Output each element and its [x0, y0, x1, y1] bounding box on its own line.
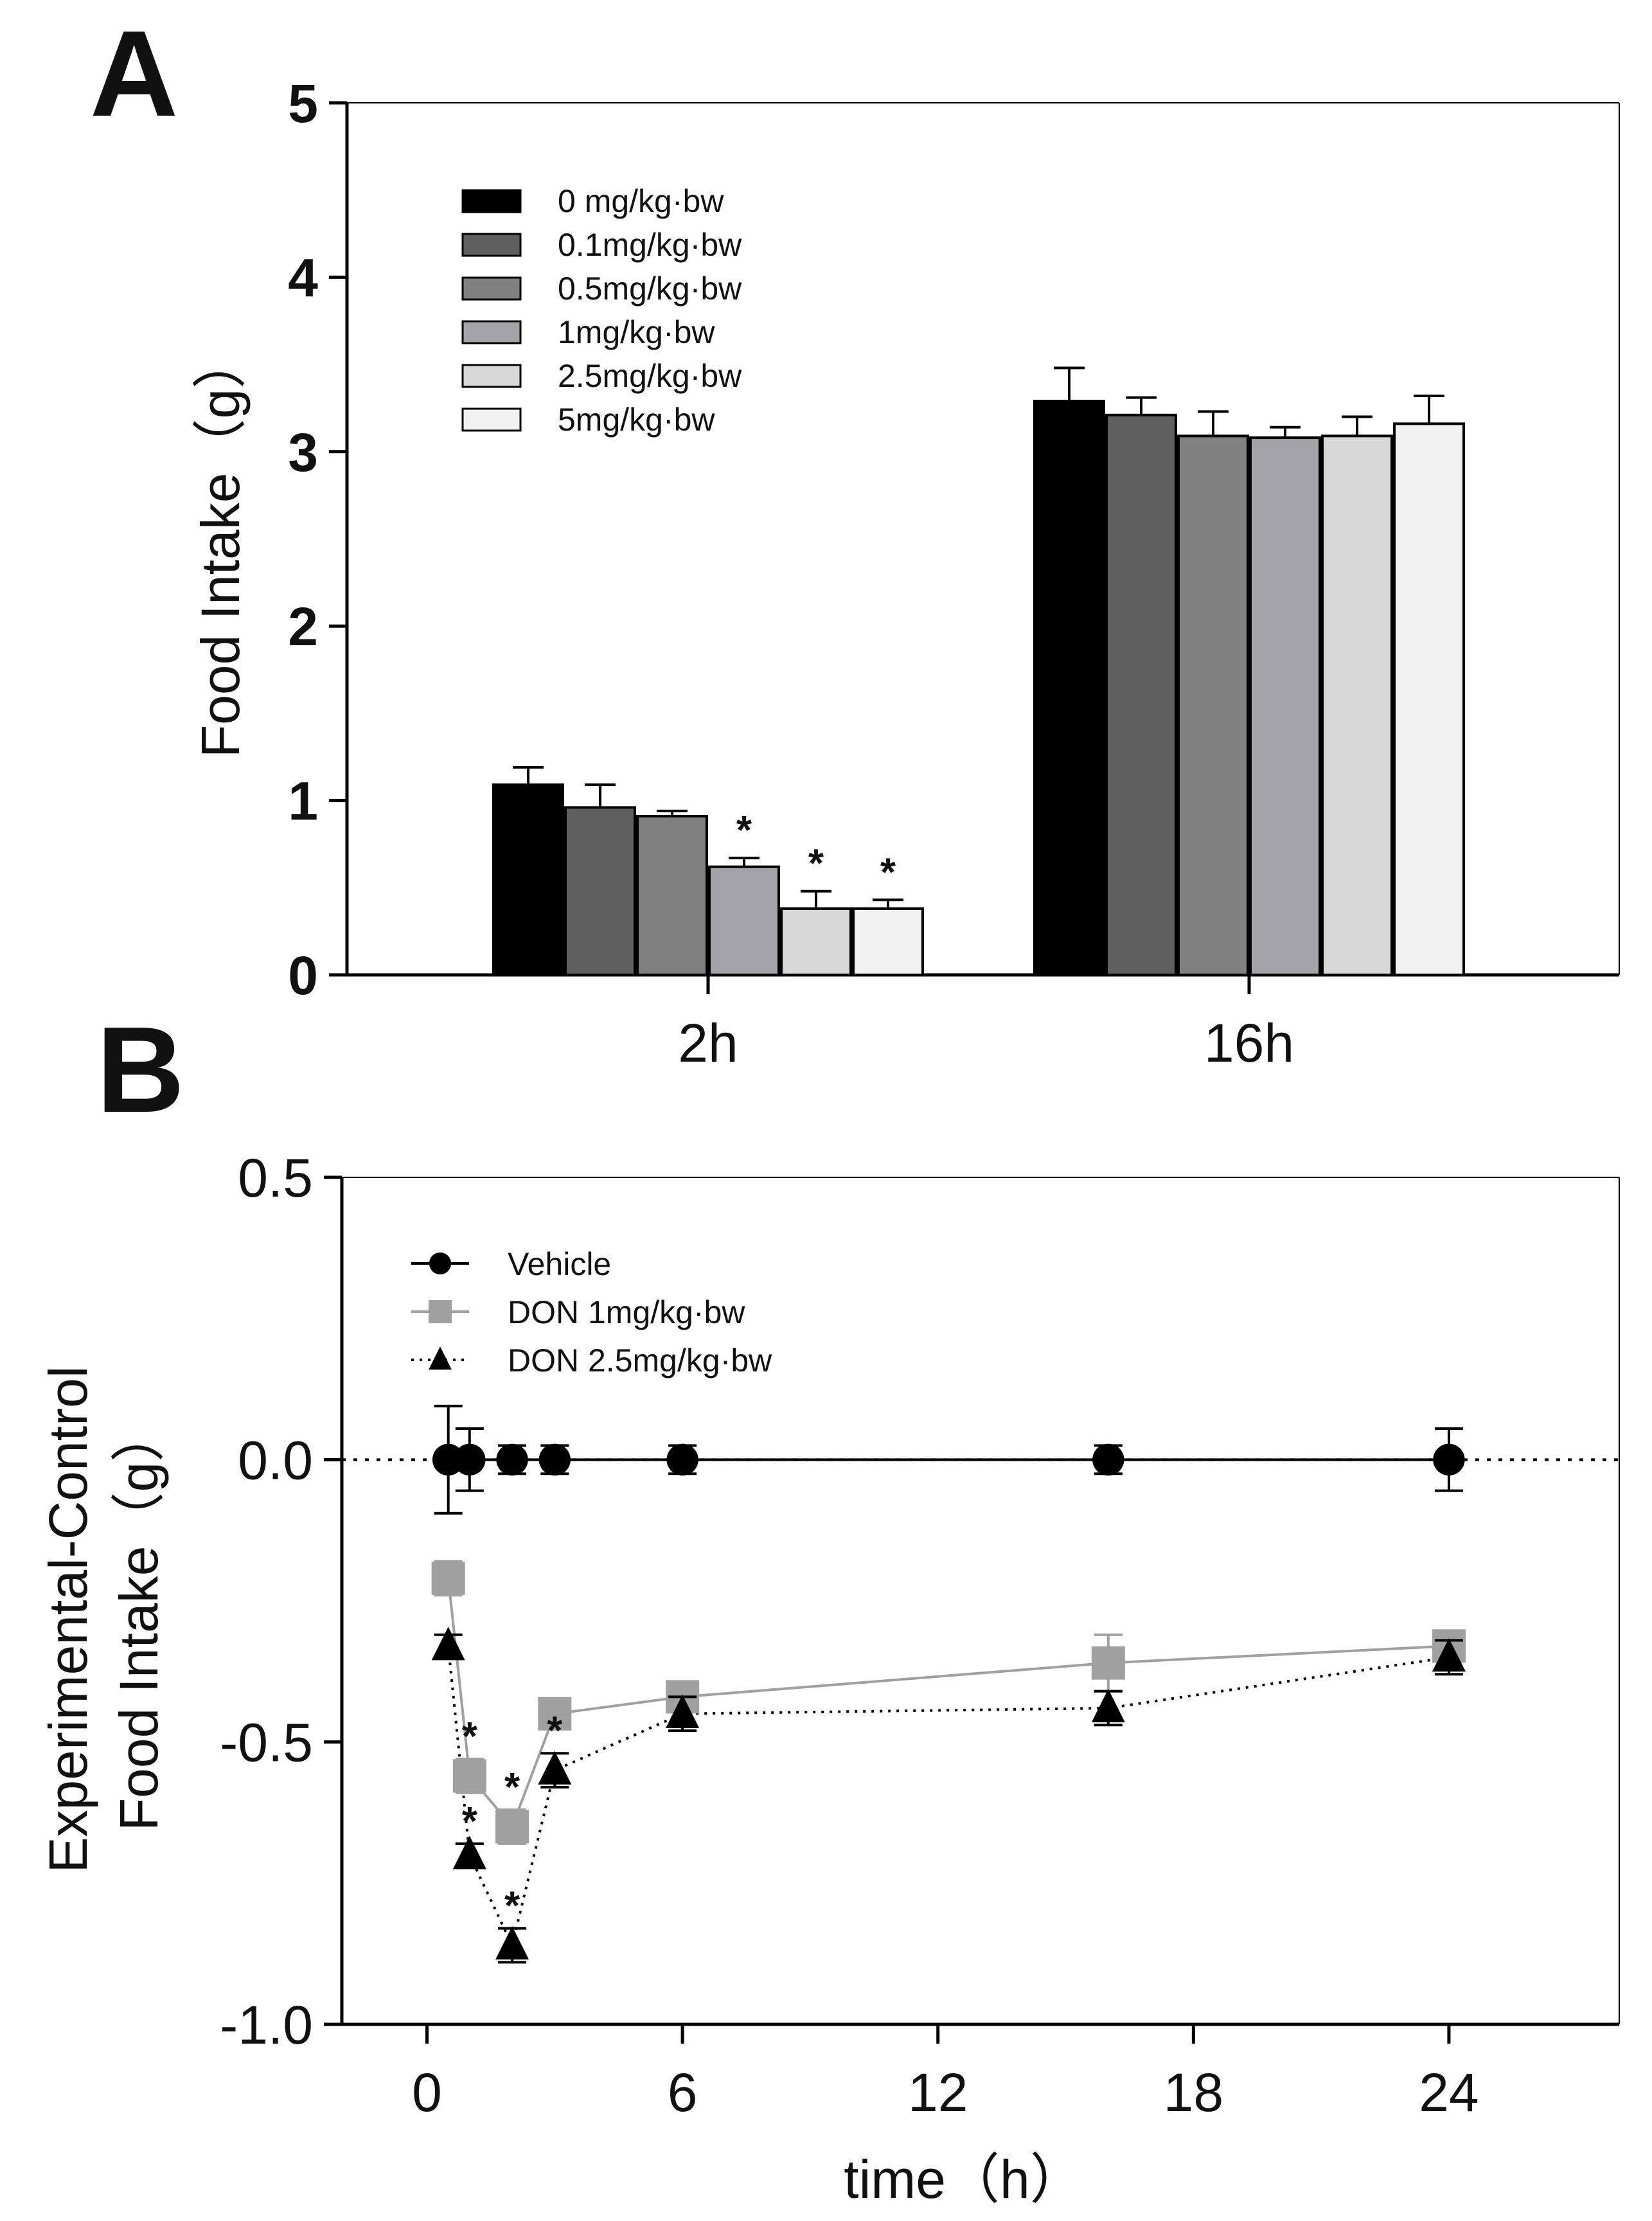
chart-a-legend-label: 5mg/kg·bw: [558, 402, 715, 438]
chart-a-bar: [1393, 422, 1465, 976]
chart-b-legend-marker: [429, 1300, 452, 1323]
chart-a-bar: [708, 865, 780, 977]
chart-b-significance-marker: *: [504, 1884, 520, 1929]
chart-a-y-tick-label: 3: [288, 422, 318, 483]
chart-b-data-point: [538, 1443, 571, 1476]
chart-b-food-intake-difference-lines: -1.0 -0.5 0.0 0.5 0 6 12 18 24 * * * * * Vehicle DON 1m…: [220, 1148, 1620, 2123]
chart-b-data-point: [496, 1443, 528, 1476]
chart-b-legend-label: Vehicle: [508, 1246, 611, 1282]
chart-a-bar: [492, 783, 564, 976]
chart-b-y-axis-title-line2: Food Intake（g）: [109, 1408, 169, 1831]
chart-b-data-point: [1433, 1443, 1465, 1476]
chart-b-x-tick-label: 12: [908, 2062, 968, 2123]
chart-a-legend-swatch: [461, 276, 522, 301]
chart-b-y-tick-label: -0.5: [220, 1713, 313, 1773]
chart-b-data-point: [666, 1694, 700, 1728]
chart-a-legend-swatch: [461, 407, 522, 432]
panel-b-label: B: [96, 1002, 184, 1138]
chart-a-significance-marker: *: [736, 808, 752, 853]
chart-b-data-point: [454, 1443, 486, 1476]
chart-a-legend-swatch: [461, 364, 522, 388]
chart-b-series-line: [447, 1646, 1450, 1949]
chart-a-bar: [780, 907, 852, 977]
chart-a-y-tick-label: 5: [288, 73, 318, 134]
chart-a-y-tick-label: 1: [288, 771, 318, 832]
chart-b-significance-marker: *: [462, 1799, 478, 1844]
chart-a-legend-swatch: [461, 189, 522, 213]
chart-b-data-point: [452, 1759, 486, 1793]
panel-a-label: A: [90, 6, 178, 142]
chart-b-data-point: [495, 1810, 529, 1844]
chart-b-significance-marker: *: [504, 1765, 520, 1810]
chart-a-x-tick-label: 2h: [678, 1013, 738, 1073]
chart-b-y-tick-label: -1.0: [220, 1995, 313, 2055]
chart-a-legend-label: 0.1mg/kg·bw: [558, 227, 742, 263]
chart-b-series-line: [447, 1578, 1450, 1830]
chart-a-legend-swatch: [461, 233, 522, 257]
chart-a-y-tick-label: 2: [288, 596, 318, 657]
chart-b-data-point: [666, 1443, 698, 1476]
chart-a-y-tick-label: 4: [288, 247, 318, 308]
chart-a-legend-label: 0.5mg/kg·bw: [558, 271, 742, 307]
chart-b-legend-label: DON 2.5mg/kg·bw: [508, 1342, 772, 1378]
chart-b-data-point: [1091, 1689, 1125, 1723]
chart-a-significance-marker: *: [808, 842, 824, 886]
chart-b-significance-marker: *: [547, 1709, 563, 1753]
chart-a-legend-label: 2.5mg/kg·bw: [558, 358, 742, 394]
chart-a-bar: [1105, 413, 1177, 976]
chart-a-bar: [1033, 400, 1105, 976]
chart-a-y-axis-title: Food Intake（g）: [190, 335, 251, 758]
chart-a-bar: [1177, 434, 1249, 976]
chart-b-x-tick-label: 0: [412, 2062, 442, 2123]
chart-b-data-point: [1432, 1637, 1466, 1672]
chart-a-legend-label: 0 mg/kg·bw: [558, 183, 724, 219]
chart-b-data-point: [495, 1926, 529, 1960]
chart-b-x-axis-title: time（h）: [844, 2149, 1083, 2209]
chart-b-legend-label: DON 1mg/kg·bw: [508, 1294, 745, 1330]
chart-b-legend-marker: [429, 1252, 452, 1275]
chart-b-y-tick-label: 0.5: [238, 1148, 313, 1208]
chart-a-bar: [636, 815, 708, 976]
chart-b-legend-marker: [429, 1346, 452, 1370]
chart-a-bar: [564, 806, 636, 977]
chart-a-significance-marker: *: [880, 850, 896, 895]
chart-b-x-tick-label: 6: [668, 2062, 698, 2123]
chart-b-data-point: [538, 1751, 572, 1785]
chart-b-x-tick-label: 18: [1164, 2062, 1223, 2123]
chart-a-food-intake-bars: 0 1 2 3 4 5 2h * * * 16h 0 mg/kg·bw 0.1mg/kg·bw 0.5mg…: [288, 73, 1620, 1073]
chart-b-data-point: [538, 1697, 572, 1731]
chart-a-legend-swatch: [461, 320, 522, 344]
chart-b-x-tick-label: 24: [1419, 2062, 1479, 2123]
chart-a-bar: [1321, 434, 1393, 976]
chart-a-x-tick-label: 16h: [1204, 1013, 1294, 1073]
chart-a-y-tick-label: 0: [288, 945, 318, 1006]
chart-a-legend-label: 1mg/kg·bw: [558, 314, 715, 350]
chart-b-data-point: [431, 1561, 465, 1595]
chart-b-y-axis-title-line1: Experimental-Control: [38, 1366, 98, 1873]
chart-b-significance-marker: *: [462, 1715, 478, 1759]
chart-b-data-point: [431, 1627, 465, 1661]
chart-b-data-point: [1091, 1646, 1125, 1680]
chart-a-bar: [852, 907, 924, 977]
chart-b-data-point: [1092, 1443, 1124, 1476]
chart-b-data-point: [452, 1835, 486, 1869]
chart-a-bar: [1249, 436, 1321, 976]
chart-b-y-tick-label: 0.0: [238, 1430, 313, 1490]
